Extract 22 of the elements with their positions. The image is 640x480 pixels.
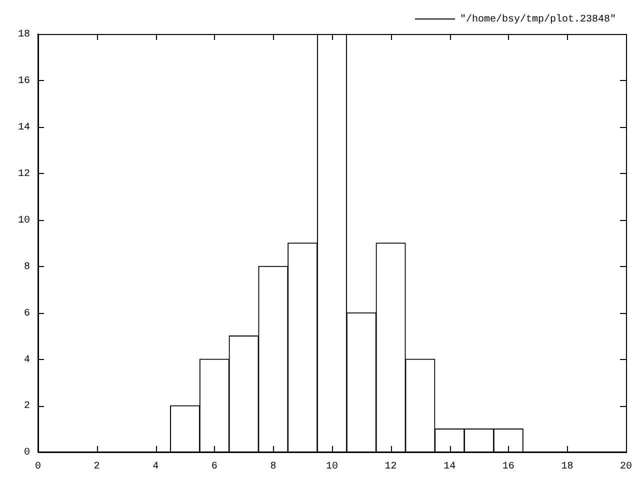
y-tick-label: 14 [18, 122, 30, 134]
text: "/home/bsy/tmp/plot.23848" [460, 14, 616, 26]
y-tick-label: 4 [24, 354, 30, 366]
x-tick-label: 20 [620, 462, 632, 473]
y-tick-label: 16 [18, 76, 30, 88]
x-tick-label: 6 [211, 462, 218, 473]
x-tick-label: 18 [561, 462, 574, 473]
y-tick-label: 2 [24, 401, 30, 412]
x-tick-label: 0 [34, 462, 42, 473]
y-tick-label: 8 [24, 262, 30, 273]
x-tick-label: 2 [94, 462, 100, 473]
x-tick-label: 12 [384, 462, 397, 473]
x-tick-label: 4 [152, 462, 159, 473]
y-tick-label: 6 [24, 308, 30, 320]
x-tick-label: 8 [270, 462, 276, 473]
y-tick-label: 18 [18, 30, 30, 41]
y-tick-label: 10 [18, 215, 30, 226]
x-tick-label: 10 [326, 462, 338, 473]
x-tick-label: 16 [502, 462, 514, 473]
x-tick-label: 14 [444, 462, 456, 473]
y-tick-label: 12 [18, 168, 30, 180]
y-tick-label: 0 [24, 448, 30, 459]
